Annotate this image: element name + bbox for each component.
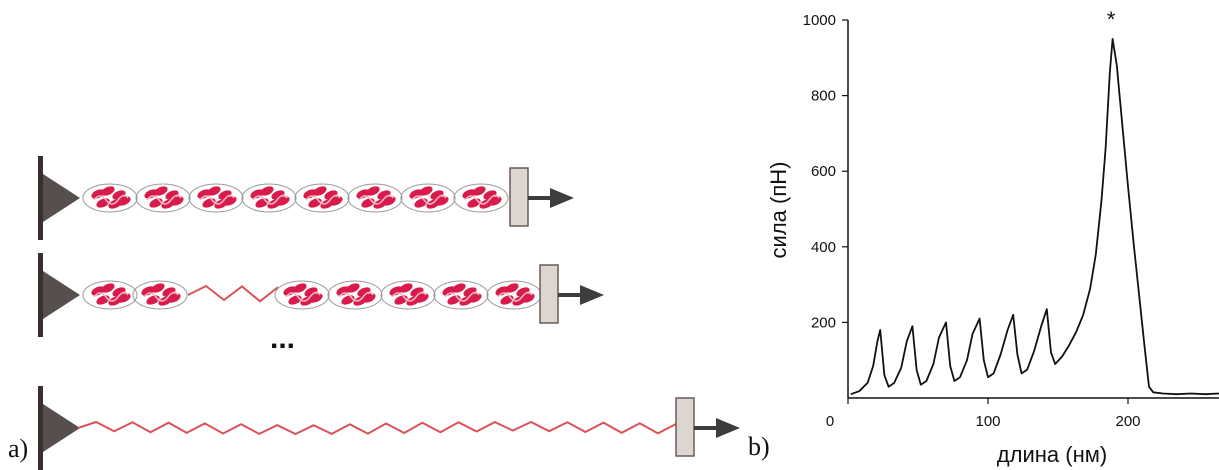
pull-arrow-head [716, 418, 740, 438]
afm-tip-base [38, 156, 43, 240]
panel-label-a: a) [8, 434, 29, 463]
folded-domain [241, 183, 297, 213]
ellipsis: ... [270, 322, 295, 355]
y-tick-label: 600 [811, 163, 836, 180]
unfolding-diagram: ... [38, 156, 740, 470]
afm-tip [43, 271, 80, 319]
diagram-row-partially-unfolded [38, 253, 604, 337]
afm-tip [43, 174, 80, 222]
y-axis-title: сила (пН) [766, 162, 791, 259]
folded-domain [132, 280, 188, 310]
peak-annotation: * [1107, 7, 1116, 32]
bead [509, 167, 529, 227]
folded-domain [294, 183, 350, 213]
folded-domain [347, 183, 403, 213]
folded-domain [135, 183, 191, 213]
x-tick-label: 200 [1115, 413, 1140, 430]
y-ticks: 200 400 600 800 1000 [803, 12, 848, 331]
diagram-row-folded [38, 156, 574, 240]
folded-domain [380, 280, 436, 310]
force-extension-chart: 200 400 600 800 1000 0 100 200 * сила (пН) дли… [766, 7, 1219, 467]
x-ticks: 0 100 200 [826, 398, 1141, 430]
diagram-row-fully-unfolded [38, 386, 740, 470]
bead [539, 264, 559, 324]
force-curve [850, 38, 1219, 396]
folded-domain [327, 280, 383, 310]
y-tick-label: 800 [811, 88, 836, 105]
y-tick-label: 200 [811, 314, 836, 331]
bead [675, 397, 695, 457]
folded-domain [82, 183, 138, 213]
afm-tip-base [38, 253, 43, 337]
folded-domain [433, 280, 489, 310]
x-axis-title: длина (нм) [997, 442, 1107, 467]
folded-domain [188, 183, 244, 213]
pull-arrow-head [550, 188, 574, 208]
x-tick-label: 100 [975, 413, 1000, 430]
folded-domain [400, 183, 456, 213]
panel-label-b: b) [748, 432, 770, 461]
folded-domain [486, 280, 542, 310]
x-tick-label: 0 [826, 413, 834, 430]
y-tick-label: 1000 [803, 12, 836, 29]
unfolded-segment [187, 284, 279, 303]
folded-domain [453, 183, 509, 213]
y-tick-label: 400 [811, 239, 836, 256]
unfolded-chain [77, 420, 677, 436]
folded-domain [274, 280, 330, 310]
afm-tip-base [38, 386, 43, 470]
afm-tip [43, 404, 80, 452]
pull-arrow-head [580, 285, 604, 305]
folded-domain [82, 280, 138, 310]
